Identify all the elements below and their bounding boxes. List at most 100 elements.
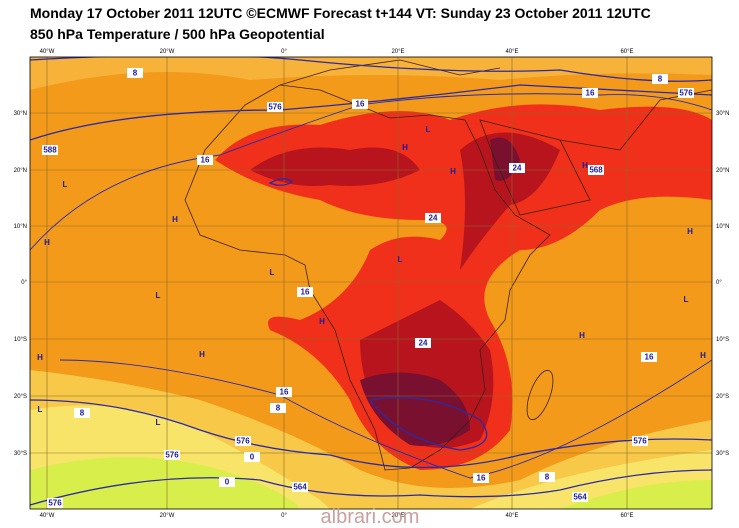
contour-label-box (539, 472, 555, 482)
pressure-center: H (582, 161, 588, 170)
contour-label: 8 (276, 404, 281, 413)
pressure-center: H (172, 215, 178, 224)
contour-label: 576 (165, 451, 179, 460)
lat-label-left: 0° (21, 280, 27, 286)
pressure-center: L (38, 405, 43, 414)
lat-label-left: 20°N (14, 168, 27, 174)
pressure-center: L (684, 295, 689, 304)
contour-label-box (509, 163, 525, 173)
contour-label-box (244, 452, 260, 462)
pressure-center: H (700, 351, 706, 360)
contour-label-box (297, 287, 313, 297)
contour-label-box (270, 403, 286, 413)
lat-label-left: 10°S (14, 337, 27, 343)
contour-label-box (652, 74, 668, 84)
contour-label: 564 (293, 483, 307, 492)
contour-label: 564 (573, 493, 587, 502)
pressure-center: L (270, 268, 275, 277)
contour-label: 568 (589, 166, 603, 175)
lat-label-right: 30°N (716, 111, 729, 117)
contour-label-box (235, 436, 251, 446)
lat-label-right: 10°S (716, 337, 729, 343)
lat-label-left: 20°S (14, 394, 27, 400)
pressure-center: H (37, 353, 43, 362)
contour-label: 16 (645, 353, 654, 362)
contour-label-box (292, 482, 308, 492)
labels: 40°W 40°W 20°W 20°W 0° 0° 20°E 20°E 40°E 40°E 60°E… (14, 49, 730, 519)
contour-label-box (425, 213, 441, 223)
pressure-center: H (199, 350, 205, 359)
lat-label-right: 10°N (716, 224, 729, 230)
contour-label-box (582, 88, 598, 98)
contour-label: 16 (201, 156, 210, 165)
lon-label-top: 20°E (391, 49, 404, 55)
lat-label-right: 0° (716, 280, 722, 286)
pressure-center: H (450, 167, 456, 176)
contour-label: 16 (301, 288, 310, 297)
contour-label-box (415, 338, 431, 348)
lat-label-right: 20°N (716, 168, 729, 174)
contour-label-box (267, 102, 283, 112)
contour-label: 576 (679, 89, 693, 98)
pressure-center: L (398, 255, 403, 264)
pressure-center: L (63, 180, 68, 189)
contour-label: 24 (429, 214, 438, 223)
watermark: albrari.com (321, 506, 420, 528)
lat-label-right: 30°S (716, 451, 729, 457)
contour-label-box (219, 477, 235, 487)
contour-label-box (632, 436, 648, 446)
lon-label-top: 60°E (620, 49, 633, 55)
contour-label-box (572, 492, 588, 502)
contour-label: 576 (48, 499, 62, 508)
lon-label-bottom: 0° (281, 513, 287, 519)
contour-label: 0 (225, 478, 230, 487)
field-hottest (360, 137, 520, 446)
lon-label-top: 40°E (505, 49, 518, 55)
map-frame (29, 56, 713, 510)
pressure-center: H (579, 331, 585, 340)
lat-label-left: 10°N (14, 224, 27, 230)
contour-label: 24 (513, 164, 522, 173)
pressure-center: H (402, 143, 408, 152)
pressure-center: L (156, 291, 161, 300)
lon-label-bottom: 20°E (391, 513, 404, 519)
lon-label-bottom: 60°E (620, 513, 633, 519)
field-coldest-south (30, 457, 712, 509)
lat-label-left: 30°S (14, 451, 27, 457)
contour-label: 8 (80, 409, 85, 418)
contour-label-box (127, 68, 143, 78)
subtitle: 850 hPa Temperature / 500 hPa Geopotenti… (30, 26, 325, 42)
lon-label-bottom: 40°W (40, 513, 55, 519)
contour-label: 16 (356, 100, 365, 109)
contour-label: 24 (419, 339, 428, 348)
contour-label: 8 (545, 473, 550, 482)
contour-label-box (47, 498, 63, 508)
contour-label: 576 (633, 437, 647, 446)
graticule (30, 57, 712, 509)
lon-label-bottom: 20°W (160, 513, 175, 519)
lat-label-left: 30°N (14, 111, 27, 117)
lon-label-top: 0° (281, 49, 287, 55)
contour-label: 16 (586, 89, 595, 98)
lon-label-top: 40°W (40, 49, 55, 55)
lon-label-bottom: 40°E (505, 513, 518, 519)
pressure-center: H (44, 238, 50, 247)
contour-label-box (473, 473, 489, 483)
contour-label-box (678, 88, 694, 98)
map-field (30, 57, 712, 509)
pressure-center: H (319, 317, 325, 326)
field-cool-north (30, 57, 712, 90)
lat-label-right: 20°S (716, 394, 729, 400)
contour-label: 576 (236, 437, 250, 446)
contour-label: 8 (658, 75, 663, 84)
contour-label-box (352, 99, 368, 109)
contour-label-box (276, 387, 292, 397)
contour-label-box (164, 450, 180, 460)
pressure-center: L (156, 418, 161, 427)
contour-label-box (197, 155, 213, 165)
contour-label: 8 (133, 69, 138, 78)
title: Monday 17 October 2011 12UTC ©ECMWF Fore… (30, 5, 651, 21)
contour-label-box (42, 145, 58, 155)
contour-label-box (74, 408, 90, 418)
